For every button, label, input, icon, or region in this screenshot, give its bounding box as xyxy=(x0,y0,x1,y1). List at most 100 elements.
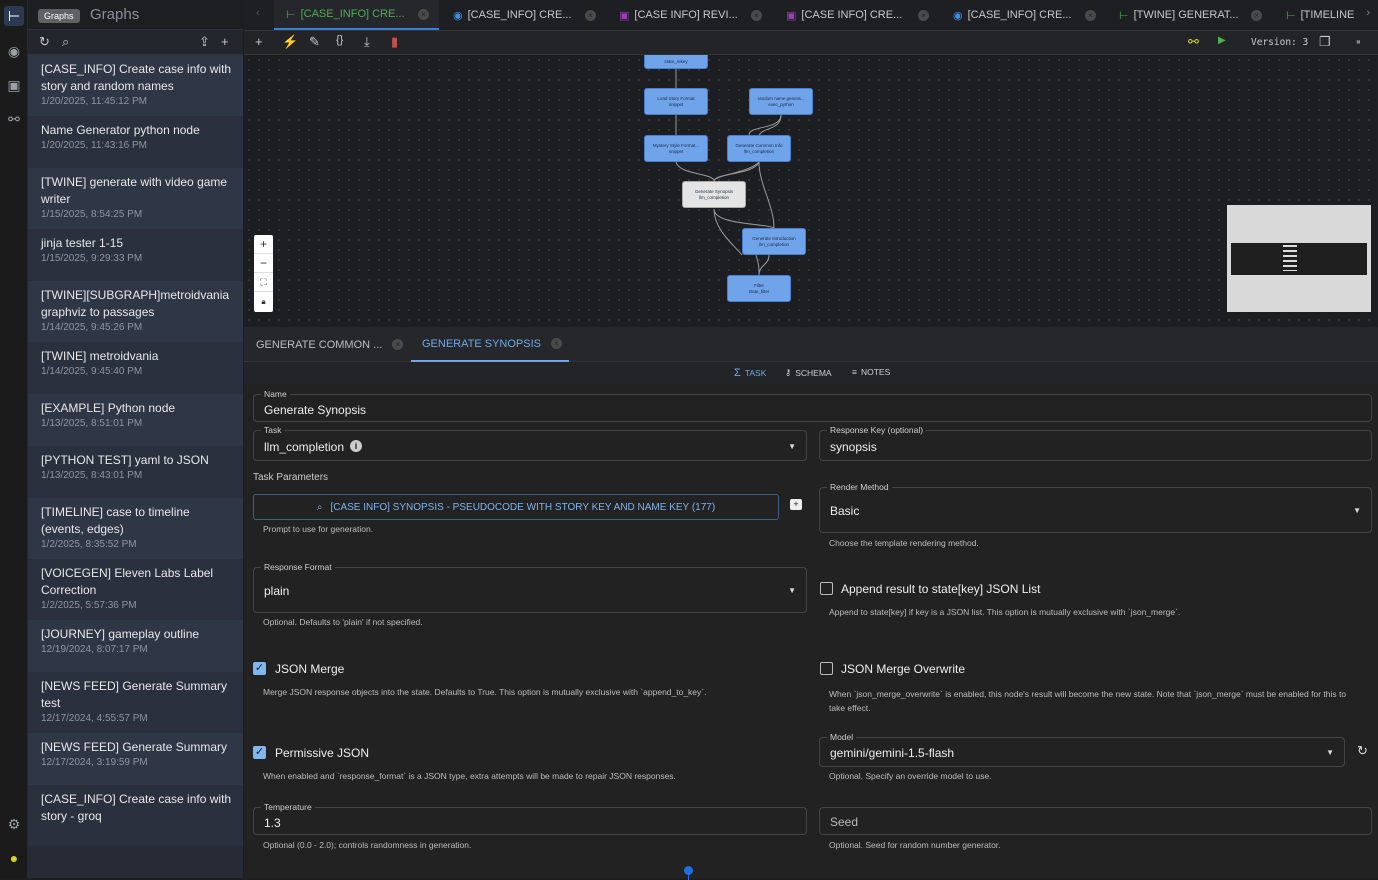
gear-icon[interactable]: ⚙ xyxy=(7,815,21,832)
name-field[interactable]: Name Generate Synopsis xyxy=(253,389,1372,422)
info-icon[interactable]: i xyxy=(350,440,362,452)
minimap[interactable] xyxy=(1227,205,1371,312)
graph-icon[interactable]: ⊢ xyxy=(4,6,24,26)
close-icon[interactable]: × xyxy=(1251,9,1262,21)
tab-task[interactable]: Σ TASK xyxy=(734,367,766,379)
json-merge-overwrite-checkbox[interactable] xyxy=(820,662,833,675)
graph-list-item[interactable]: [CASE_INFO] Create case info with story … xyxy=(28,55,243,116)
graph-node[interactable]: Generate Common Info llm_completion xyxy=(727,135,791,162)
graph-list-item[interactable]: [VOICEGEN] Eleven Labs Label Correction 1… xyxy=(28,559,243,620)
zoom-out-icon[interactable]: − xyxy=(254,254,273,273)
response-key-field[interactable]: Response Key (optional) synopsis xyxy=(819,425,1372,461)
minimap-viewport[interactable] xyxy=(1231,243,1367,275)
auto-layout-icon[interactable]: ⚡ xyxy=(282,34,299,49)
webhook-icon[interactable]: ⚯ xyxy=(8,110,20,127)
seed-field[interactable]: Seed xyxy=(819,807,1372,835)
tab-notes[interactable]: ≡ NOTES xyxy=(852,367,890,377)
graph-node[interactable]: Filter state_filter xyxy=(727,275,791,302)
download-icon[interactable]: ⤓ xyxy=(364,34,370,49)
delete-icon[interactable]: ▮ xyxy=(391,34,399,49)
close-icon[interactable]: × xyxy=(392,339,404,350)
helper-text: When `json_merge_overwrite` is enabled, … xyxy=(829,689,1347,713)
scroll-right-icon[interactable]: › xyxy=(1366,7,1370,19)
append-checkbox[interactable] xyxy=(820,582,833,595)
graph-canvas[interactable]: state_rekey Load Story Format snippet rando… xyxy=(244,55,1378,327)
graph-list-item[interactable]: [TWINE] generate with video game writer 1… xyxy=(28,168,243,229)
graph-node[interactable]: Generate Synopsis llm_completion xyxy=(682,181,746,208)
graph-tab[interactable]: ⊢ [CASE_INFO] CRE... × xyxy=(274,0,439,30)
graph-node[interactable]: random name genera... exec_python xyxy=(749,88,813,115)
json-merge-checkbox[interactable]: ✓ xyxy=(253,662,266,675)
sigma-icon: Σ xyxy=(734,367,741,379)
search-icon: ⌕ xyxy=(316,501,323,513)
refresh-icon[interactable]: ↻ xyxy=(39,34,50,49)
graph-list-item[interactable]: [NEWS FEED] Generate Summary test 12/17/2… xyxy=(28,672,243,733)
response-format-select[interactable]: Response Format plain ▼ xyxy=(253,562,807,613)
graph-list-item[interactable]: [PYTHON TEST] yaml to JSON 1/13/2025, 8:4… xyxy=(28,446,243,498)
edit-icon[interactable]: ✎ xyxy=(309,34,320,49)
graph-tab[interactable]: ◉ [CASE_INFO] CRE... × xyxy=(441,0,606,30)
graph-list-item[interactable]: [TWINE][SUBGRAPH]metroidvania graphviz t… xyxy=(28,281,243,342)
scroll-left-icon[interactable]: ‹ xyxy=(256,7,260,19)
graph-tab[interactable]: ⊢ [TWINE] GENERAT... × xyxy=(1107,0,1272,30)
graph-node[interactable]: Load Story Format snippet xyxy=(644,88,708,115)
close-icon[interactable]: × xyxy=(551,338,562,349)
copy-icon[interactable]: ❐ xyxy=(1319,34,1331,49)
field-value: synopsis xyxy=(830,440,877,454)
graph-list-item[interactable]: [JOURNEY] gameplay outline 12/19/2024, 8:… xyxy=(28,620,243,672)
tab-schema[interactable]: ⚷ SCHEMA xyxy=(785,367,832,378)
close-icon[interactable]: × xyxy=(1085,9,1096,21)
node-type: llm_completion xyxy=(743,149,774,154)
render-method-select[interactable]: Render Method Basic ▼ xyxy=(819,482,1372,533)
graph-tab[interactable]: ⊢ [TIMELINE xyxy=(1274,0,1374,30)
prompt-select-button[interactable]: ⌕ [CASE INFO] SYNOPSIS - PSEUDOCODE WITH … xyxy=(253,494,779,520)
webhook-icon[interactable]: ⚯ xyxy=(1188,34,1199,49)
node-type: exec_python xyxy=(768,102,794,107)
tab-label: [CASE_INFO] CRE... xyxy=(967,9,1072,21)
graph-list-item[interactable]: jinja tester 1-15 1/15/2025, 9:29:33 PM xyxy=(28,229,243,281)
node-tab[interactable]: GENERATE SYNOPSIS × xyxy=(411,327,569,362)
graph-node[interactable]: Generate Introduction llm_completion xyxy=(742,228,806,255)
eye-icon[interactable]: ◉ xyxy=(7,42,21,59)
add-icon[interactable]: + xyxy=(221,34,229,49)
graph-list-item[interactable]: [CASE_INFO] Create case info with story … xyxy=(28,785,243,846)
resize-handle[interactable] xyxy=(684,866,693,875)
graph-node[interactable]: state_rekey xyxy=(644,55,708,69)
graph-list-item[interactable]: [NEWS FEED] Generate Summary 12/17/2024, … xyxy=(28,733,243,785)
graph-date: 1/2/2025, 8:35:52 PM xyxy=(41,539,137,550)
version-label[interactable]: Version: 3 xyxy=(1251,37,1309,48)
add-prompt-icon[interactable]: + xyxy=(790,499,802,510)
graph-list-item[interactable]: Name Generator python node 1/20/2025, 11:… xyxy=(28,116,243,168)
lock-icon[interactable]: 🔒︎ xyxy=(261,297,266,306)
close-icon[interactable]: × xyxy=(585,9,596,21)
search-icon[interactable]: ⌕ xyxy=(62,34,70,49)
task-select[interactable]: Task llm_completion i ▼ xyxy=(253,425,807,461)
graph-list-item[interactable]: [TIMELINE] case to timeline (events, edg… xyxy=(28,498,243,559)
edge xyxy=(713,161,760,182)
close-icon[interactable]: × xyxy=(751,9,762,21)
graph-list-item[interactable]: [EXAMPLE] Python node 1/13/2025, 8:51:01 … xyxy=(28,394,243,446)
comment-plus-icon[interactable]: ▣ xyxy=(7,76,21,93)
add-node-icon[interactable]: + xyxy=(255,34,263,49)
save-icon[interactable]: ▪ xyxy=(1356,34,1361,49)
graph-node[interactable]: Mystery Style Format... snippet xyxy=(644,135,708,162)
graph-tab[interactable]: ◉ [CASE_INFO] CRE... × xyxy=(941,0,1106,30)
node-tab[interactable]: GENERATE COMMON ... × xyxy=(256,327,406,362)
graph-list-item[interactable]: [TWINE] metroidvania 1/14/2025, 9:45:40 P… xyxy=(28,342,243,394)
upload-icon[interactable]: ⇪ xyxy=(199,34,210,49)
fit-view-icon[interactable]: ⛶ xyxy=(254,273,273,292)
refresh-models-icon[interactable]: ↻ xyxy=(1357,743,1368,758)
json-icon[interactable]: {} xyxy=(336,34,344,46)
account-icon[interactable]: ● xyxy=(9,850,19,866)
zoom-in-icon[interactable]: + xyxy=(254,235,273,254)
run-icon[interactable]: ▶ xyxy=(1218,35,1226,46)
permissive-json-checkbox[interactable]: ✓ xyxy=(253,746,266,759)
temperature-field[interactable]: Temperature 1.3 xyxy=(253,802,807,835)
graph-date: 12/17/2024, 4:55:57 PM xyxy=(41,713,148,724)
model-select[interactable]: Model gemini/gemini-1.5-flash ▼ xyxy=(819,732,1345,767)
close-icon[interactable]: × xyxy=(918,9,929,21)
graph-tab[interactable]: ▣ [CASE INFO] CRE... × xyxy=(774,0,939,30)
icon-rail: ⊢ ◉ ▣ ⚯ ⚙ ● xyxy=(0,0,28,878)
graph-tab[interactable]: ▣ [CASE INFO] REVI... × xyxy=(607,0,772,30)
close-icon[interactable]: × xyxy=(418,8,429,20)
